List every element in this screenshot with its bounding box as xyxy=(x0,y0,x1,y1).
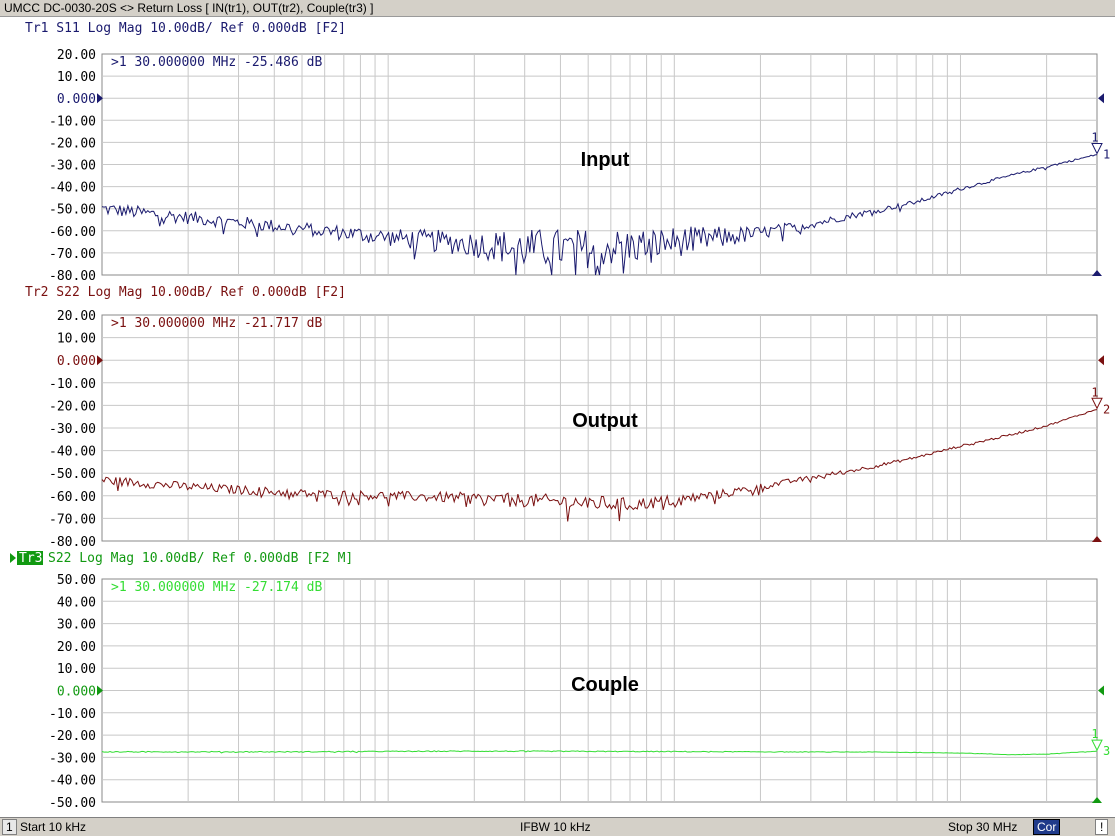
marker-readout: >1 30.000000 MHz -27.174 dB xyxy=(111,580,322,595)
y-tick-label: 10.00 xyxy=(57,332,96,347)
reference-right-arrow-icon xyxy=(1098,355,1104,366)
y-tick-label: 10.00 xyxy=(57,662,96,677)
marker-2[interactable]: 12 xyxy=(1091,385,1110,416)
vna-plot-area: Tr1 S11 Log Mag 10.00dB/ Ref 0.000dB [F2… xyxy=(10,21,1110,811)
y-tick-label: 40.00 xyxy=(57,595,96,610)
start-frequency-label[interactable]: Start 10 kHz xyxy=(20,820,87,834)
marker-readout: >1 30.000000 MHz -25.486 dB xyxy=(111,55,322,70)
trace-header[interactable]: Tr1 S11 Log Mag 10.00dB/ Ref 0.000dB [F2… xyxy=(25,21,346,36)
trace-panel-1: Tr1 S11 Log Mag 10.00dB/ Ref 0.000dB [F2… xyxy=(25,21,1110,284)
y-tick-label: 20.00 xyxy=(57,48,96,63)
y-tick-label: 10.00 xyxy=(57,70,96,85)
y-tick-label: -40.00 xyxy=(49,181,96,196)
y-tick-label: -10.00 xyxy=(49,707,96,722)
data-trace-line xyxy=(101,409,1098,522)
y-tick-label: 20.00 xyxy=(57,309,96,324)
y-tick-label: -40.00 xyxy=(49,774,96,789)
data-trace-line xyxy=(101,750,1098,756)
y-tick-label: 30.00 xyxy=(57,618,96,633)
marker-trace-label: 2 xyxy=(1103,402,1110,416)
trace-header[interactable]: Tr3 S22 Log Mag 10.00dB/ Ref 0.000dB [F2 … xyxy=(10,551,353,566)
y-tick-label: 0.000 xyxy=(57,685,96,700)
y-tick-label: -20.00 xyxy=(49,729,96,744)
active-trace-arrow-icon xyxy=(10,553,16,563)
trace-header-text: S22 Log Mag 10.00dB/ Ref 0.000dB [F2 M] xyxy=(48,551,353,566)
y-tick-label: 50.00 xyxy=(57,573,96,588)
y-tick-label: -30.00 xyxy=(49,751,96,766)
marker-number-label: 1 xyxy=(1091,727,1098,741)
marker-number-label: 1 xyxy=(1091,385,1098,399)
trace-panel-2: Tr2 S22 Log Mag 10.00dB/ Ref 0.000dB [F2… xyxy=(25,285,1110,550)
trace-badge-label: Tr3 xyxy=(19,551,42,566)
y-tick-label: -10.00 xyxy=(49,377,96,392)
trace-annotation: Output xyxy=(572,410,638,432)
y-tick-label: -50.00 xyxy=(49,796,96,811)
y-tick-label: -70.00 xyxy=(49,512,96,527)
y-tick-label: -60.00 xyxy=(49,225,96,240)
y-tick-label: -70.00 xyxy=(49,247,96,262)
data-trace-line xyxy=(101,154,1098,276)
y-tick-label: -20.00 xyxy=(49,136,96,151)
stop-marker-arrow-icon xyxy=(1092,270,1102,276)
y-tick-label: -20.00 xyxy=(49,399,96,414)
marker-3[interactable]: 13 xyxy=(1091,727,1110,758)
y-tick-label: -30.00 xyxy=(49,422,96,437)
trace-panel-3: Tr3 S22 Log Mag 10.00dB/ Ref 0.000dB [F2 … xyxy=(10,551,1110,811)
marker-trace-label: 3 xyxy=(1103,744,1110,758)
marker-readout: >1 30.000000 MHz -21.717 dB xyxy=(111,316,322,331)
y-tick-label: -10.00 xyxy=(49,114,96,129)
y-tick-label: -50.00 xyxy=(49,467,96,482)
marker-number-label: 1 xyxy=(1091,131,1098,145)
correction-badge[interactable]: Cor xyxy=(1033,819,1061,835)
y-tick-label: 20.00 xyxy=(57,640,96,655)
marker-triangle-icon xyxy=(1091,397,1103,410)
y-tick-label: 0.000 xyxy=(57,354,96,369)
reference-right-arrow-icon xyxy=(1098,93,1104,104)
trace-header-text: Tr2 S22 Log Mag 10.00dB/ Ref 0.000dB [F2… xyxy=(25,285,346,300)
reference-right-arrow-icon xyxy=(1098,685,1104,696)
stop-marker-arrow-icon xyxy=(1092,536,1102,542)
status-bar: 1 Start 10 kHz IFBW 10 kHz Stop 30 MHz C… xyxy=(0,817,1115,836)
window-title: UMCC DC-0030-20S <> Return Loss [ IN(tr1… xyxy=(4,1,374,15)
trace-header[interactable]: Tr2 S22 Log Mag 10.00dB/ Ref 0.000dB [F2… xyxy=(25,285,346,300)
ifbw-label[interactable]: IFBW 10 kHz xyxy=(520,820,591,834)
window-title-bar: UMCC DC-0030-20S <> Return Loss [ IN(tr1… xyxy=(0,0,1115,17)
reference-left-arrow-icon xyxy=(97,93,103,104)
trace-header-text: Tr1 S11 Log Mag 10.00dB/ Ref 0.000dB [F2… xyxy=(25,21,346,36)
active-trace-badge[interactable] xyxy=(17,551,43,565)
y-tick-label: -30.00 xyxy=(49,159,96,174)
y-tick-label: -40.00 xyxy=(49,445,96,460)
reference-left-arrow-icon xyxy=(97,685,103,696)
y-tick-label: -80.00 xyxy=(49,269,96,284)
y-tick-label: 0.000 xyxy=(57,92,96,107)
marker-1[interactable]: 11 xyxy=(1091,131,1110,162)
y-tick-label: -80.00 xyxy=(49,535,96,550)
warning-indicator[interactable]: ! xyxy=(1095,819,1109,835)
trace-annotation: Couple xyxy=(571,674,639,696)
y-tick-label: -50.00 xyxy=(49,203,96,218)
reference-left-arrow-icon xyxy=(97,355,103,366)
y-tick-label: -60.00 xyxy=(49,490,96,505)
marker-triangle-icon xyxy=(1091,143,1103,155)
channel-number-button[interactable]: 1 xyxy=(2,819,17,835)
stop-frequency-label[interactable]: Stop 30 MHz xyxy=(948,820,1018,834)
marker-trace-label: 1 xyxy=(1103,148,1110,162)
trace-annotation: Input xyxy=(581,149,630,171)
marker-triangle-icon xyxy=(1091,739,1103,752)
stop-marker-arrow-icon xyxy=(1092,797,1102,803)
